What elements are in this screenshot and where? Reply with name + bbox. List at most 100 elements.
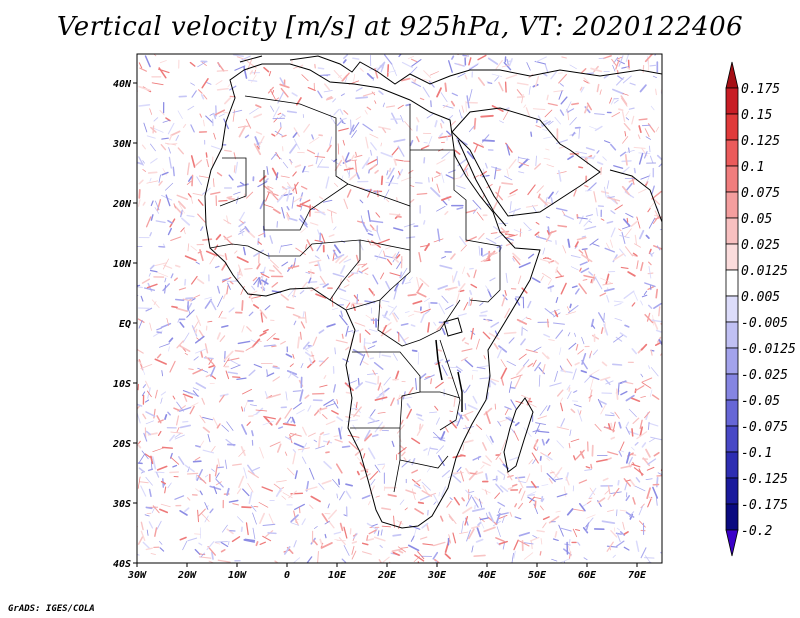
velocity-streak [267, 191, 279, 197]
velocity-streak [543, 136, 555, 139]
velocity-streak [631, 446, 635, 451]
velocity-streak [208, 364, 215, 369]
velocity-streak [503, 331, 517, 335]
velocity-streak [616, 527, 621, 531]
velocity-streak [218, 394, 225, 403]
velocity-streak [560, 96, 568, 105]
velocity-streak [367, 210, 371, 223]
velocity-streak [505, 416, 515, 423]
velocity-streak [516, 318, 528, 325]
velocity-streak [214, 265, 220, 269]
velocity-streak [626, 217, 629, 223]
velocity-streak [192, 390, 199, 397]
velocity-streak [560, 397, 564, 402]
velocity-streak [596, 458, 608, 463]
velocity-streak [460, 244, 467, 252]
velocity-streak [621, 111, 626, 123]
velocity-streak [624, 154, 628, 166]
velocity-streak [366, 228, 372, 233]
velocity-streak [269, 89, 276, 100]
velocity-streak [141, 367, 146, 376]
velocity-streak [411, 349, 418, 352]
velocity-streak [359, 199, 364, 204]
velocity-streak [371, 434, 379, 438]
velocity-streak [300, 363, 304, 369]
velocity-streak [428, 177, 430, 183]
velocity-streak [303, 123, 311, 133]
velocity-streak [253, 113, 263, 119]
velocity-streak [578, 502, 586, 512]
velocity-streak [558, 524, 564, 537]
velocity-streak [249, 70, 254, 75]
velocity-streak [656, 154, 662, 161]
velocity-streak [420, 145, 430, 150]
velocity-streak [497, 420, 502, 427]
velocity-streak [267, 532, 277, 535]
velocity-streak [609, 239, 614, 248]
velocity-streak [228, 499, 239, 503]
velocity-streak [635, 540, 640, 552]
velocity-streak [503, 109, 510, 121]
velocity-streak [288, 217, 298, 222]
velocity-streak [361, 263, 368, 268]
velocity-streak [361, 551, 372, 555]
velocity-streak [145, 547, 153, 551]
velocity-streak [327, 509, 338, 520]
velocity-streak [488, 511, 495, 523]
velocity-streak [555, 275, 565, 279]
velocity-streak [357, 263, 366, 266]
velocity-streak [579, 86, 583, 91]
velocity-streak [229, 85, 237, 91]
velocity-streak [301, 456, 307, 465]
velocity-streak [441, 470, 451, 478]
velocity-streak [396, 197, 398, 202]
velocity-streak [407, 293, 417, 297]
velocity-streak [539, 505, 544, 511]
velocity-streak [528, 459, 533, 465]
velocity-streak [463, 414, 470, 421]
velocity-streak [154, 389, 158, 399]
velocity-streak [495, 191, 503, 201]
velocity-streak [635, 477, 641, 483]
velocity-streak [470, 297, 473, 306]
velocity-streak [349, 124, 355, 135]
velocity-streak [466, 95, 470, 109]
velocity-streak [183, 395, 188, 402]
velocity-streak [404, 281, 412, 285]
velocity-streak [539, 405, 548, 416]
velocity-streak [208, 358, 213, 365]
velocity-streak [336, 399, 338, 405]
velocity-streak [329, 136, 333, 146]
velocity-streak [500, 367, 508, 380]
velocity-streak [602, 282, 614, 286]
velocity-streak [289, 434, 293, 444]
velocity-streak [560, 527, 572, 532]
velocity-streak [514, 421, 520, 427]
velocity-streak [640, 547, 647, 559]
velocity-streak [352, 424, 357, 431]
velocity-streak [272, 376, 281, 382]
velocity-streak [194, 328, 198, 334]
velocity-streak [366, 538, 375, 542]
velocity-streak [280, 340, 286, 345]
colorbar-label: 0.125 [741, 134, 780, 149]
velocity-streak [625, 511, 635, 518]
velocity-streak [167, 122, 175, 135]
velocity-streak [292, 181, 299, 192]
velocity-streak [330, 216, 334, 224]
velocity-streak [346, 189, 352, 198]
velocity-streak [590, 279, 593, 284]
velocity-streak [509, 189, 518, 195]
velocity-streak [658, 162, 662, 168]
velocity-streak [487, 57, 499, 65]
velocity-streak [202, 191, 206, 195]
velocity-streak [376, 249, 383, 261]
velocity-streak [403, 223, 415, 228]
velocity-streak [372, 164, 376, 168]
velocity-streak [506, 168, 509, 177]
colorbar-label: 0.025 [741, 238, 780, 253]
velocity-streak [220, 548, 226, 553]
velocity-streak [318, 196, 324, 200]
velocity-streak [345, 490, 352, 499]
velocity-streak [377, 238, 390, 245]
